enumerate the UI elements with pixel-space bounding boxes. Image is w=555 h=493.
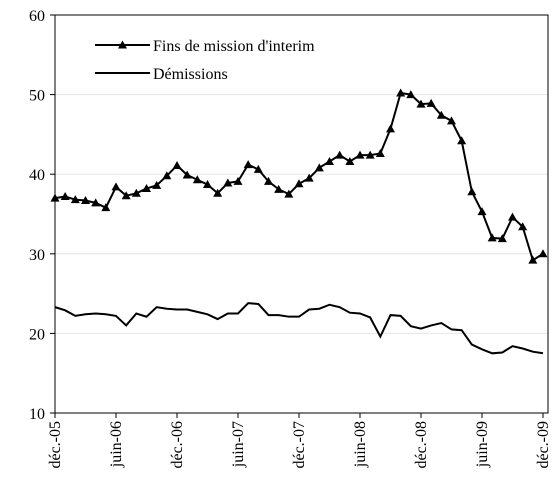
x-tick-label: déc.-08 xyxy=(413,421,430,469)
x-tick-label: déc.-07 xyxy=(291,421,308,469)
point-marker xyxy=(508,212,517,221)
point-marker xyxy=(162,171,172,180)
point-marker xyxy=(142,184,151,193)
point-marker xyxy=(477,207,487,216)
point-marker xyxy=(60,191,70,200)
x-tick-label: juin-07 xyxy=(230,421,247,468)
point-marker xyxy=(131,188,141,197)
point-marker xyxy=(284,189,294,198)
point-marker xyxy=(50,193,60,202)
x-tick-label: juin-08 xyxy=(352,421,369,468)
point-marker xyxy=(365,150,375,159)
point-marker xyxy=(396,88,406,97)
point-marker xyxy=(304,173,314,182)
point-marker xyxy=(375,149,385,158)
point-marker xyxy=(355,150,365,159)
point-marker xyxy=(213,188,223,197)
point-marker xyxy=(426,98,436,107)
point-marker xyxy=(528,255,538,264)
point-marker xyxy=(81,195,90,204)
x-tick-label: déc.-06 xyxy=(169,421,186,469)
point-marker xyxy=(274,184,284,193)
x-tick-label: juin-06 xyxy=(108,421,125,468)
point-marker xyxy=(386,124,395,133)
point-marker xyxy=(223,178,233,187)
point-marker xyxy=(253,164,263,173)
point-marker xyxy=(243,160,253,169)
point-marker xyxy=(447,116,456,125)
point-marker xyxy=(182,170,192,179)
point-marker xyxy=(538,249,548,258)
point-marker xyxy=(91,198,101,207)
y-tick-label: 40 xyxy=(29,167,45,184)
y-tick-label: 30 xyxy=(29,247,45,264)
point-marker xyxy=(70,195,80,204)
point-marker xyxy=(111,182,121,191)
point-marker xyxy=(192,175,202,184)
point-marker xyxy=(487,233,497,242)
legend-marker xyxy=(118,40,127,49)
point-marker xyxy=(457,136,467,145)
point-marker xyxy=(264,176,273,185)
point-marker xyxy=(497,234,507,243)
point-marker xyxy=(325,156,334,165)
point-marker xyxy=(467,187,477,196)
point-marker xyxy=(436,110,446,119)
legend-label: Fins de mission d'interim xyxy=(153,38,315,55)
series-line xyxy=(54,302,544,355)
point-marker xyxy=(345,156,355,165)
series-line xyxy=(54,91,544,262)
point-marker xyxy=(416,99,426,108)
y-tick-label: 20 xyxy=(29,326,45,343)
point-marker xyxy=(294,179,304,188)
x-tick-label: déc.-05 xyxy=(47,421,64,469)
x-tick-label: déc.-09 xyxy=(535,421,552,469)
point-marker xyxy=(406,90,416,99)
point-marker xyxy=(518,222,528,231)
point-marker xyxy=(172,160,182,169)
point-marker xyxy=(101,203,111,212)
y-tick-label: 10 xyxy=(29,406,45,423)
y-tick-label: 50 xyxy=(29,88,45,105)
point-marker xyxy=(121,191,131,200)
legend-label: Démissions xyxy=(153,66,228,83)
point-marker xyxy=(335,150,345,159)
point-marker xyxy=(203,180,212,189)
y-tick-label: 60 xyxy=(29,8,45,25)
point-marker xyxy=(233,176,243,185)
point-marker xyxy=(152,180,162,189)
x-tick-label: juin-09 xyxy=(474,421,491,468)
plot-frame xyxy=(54,14,549,414)
point-marker xyxy=(314,163,324,172)
